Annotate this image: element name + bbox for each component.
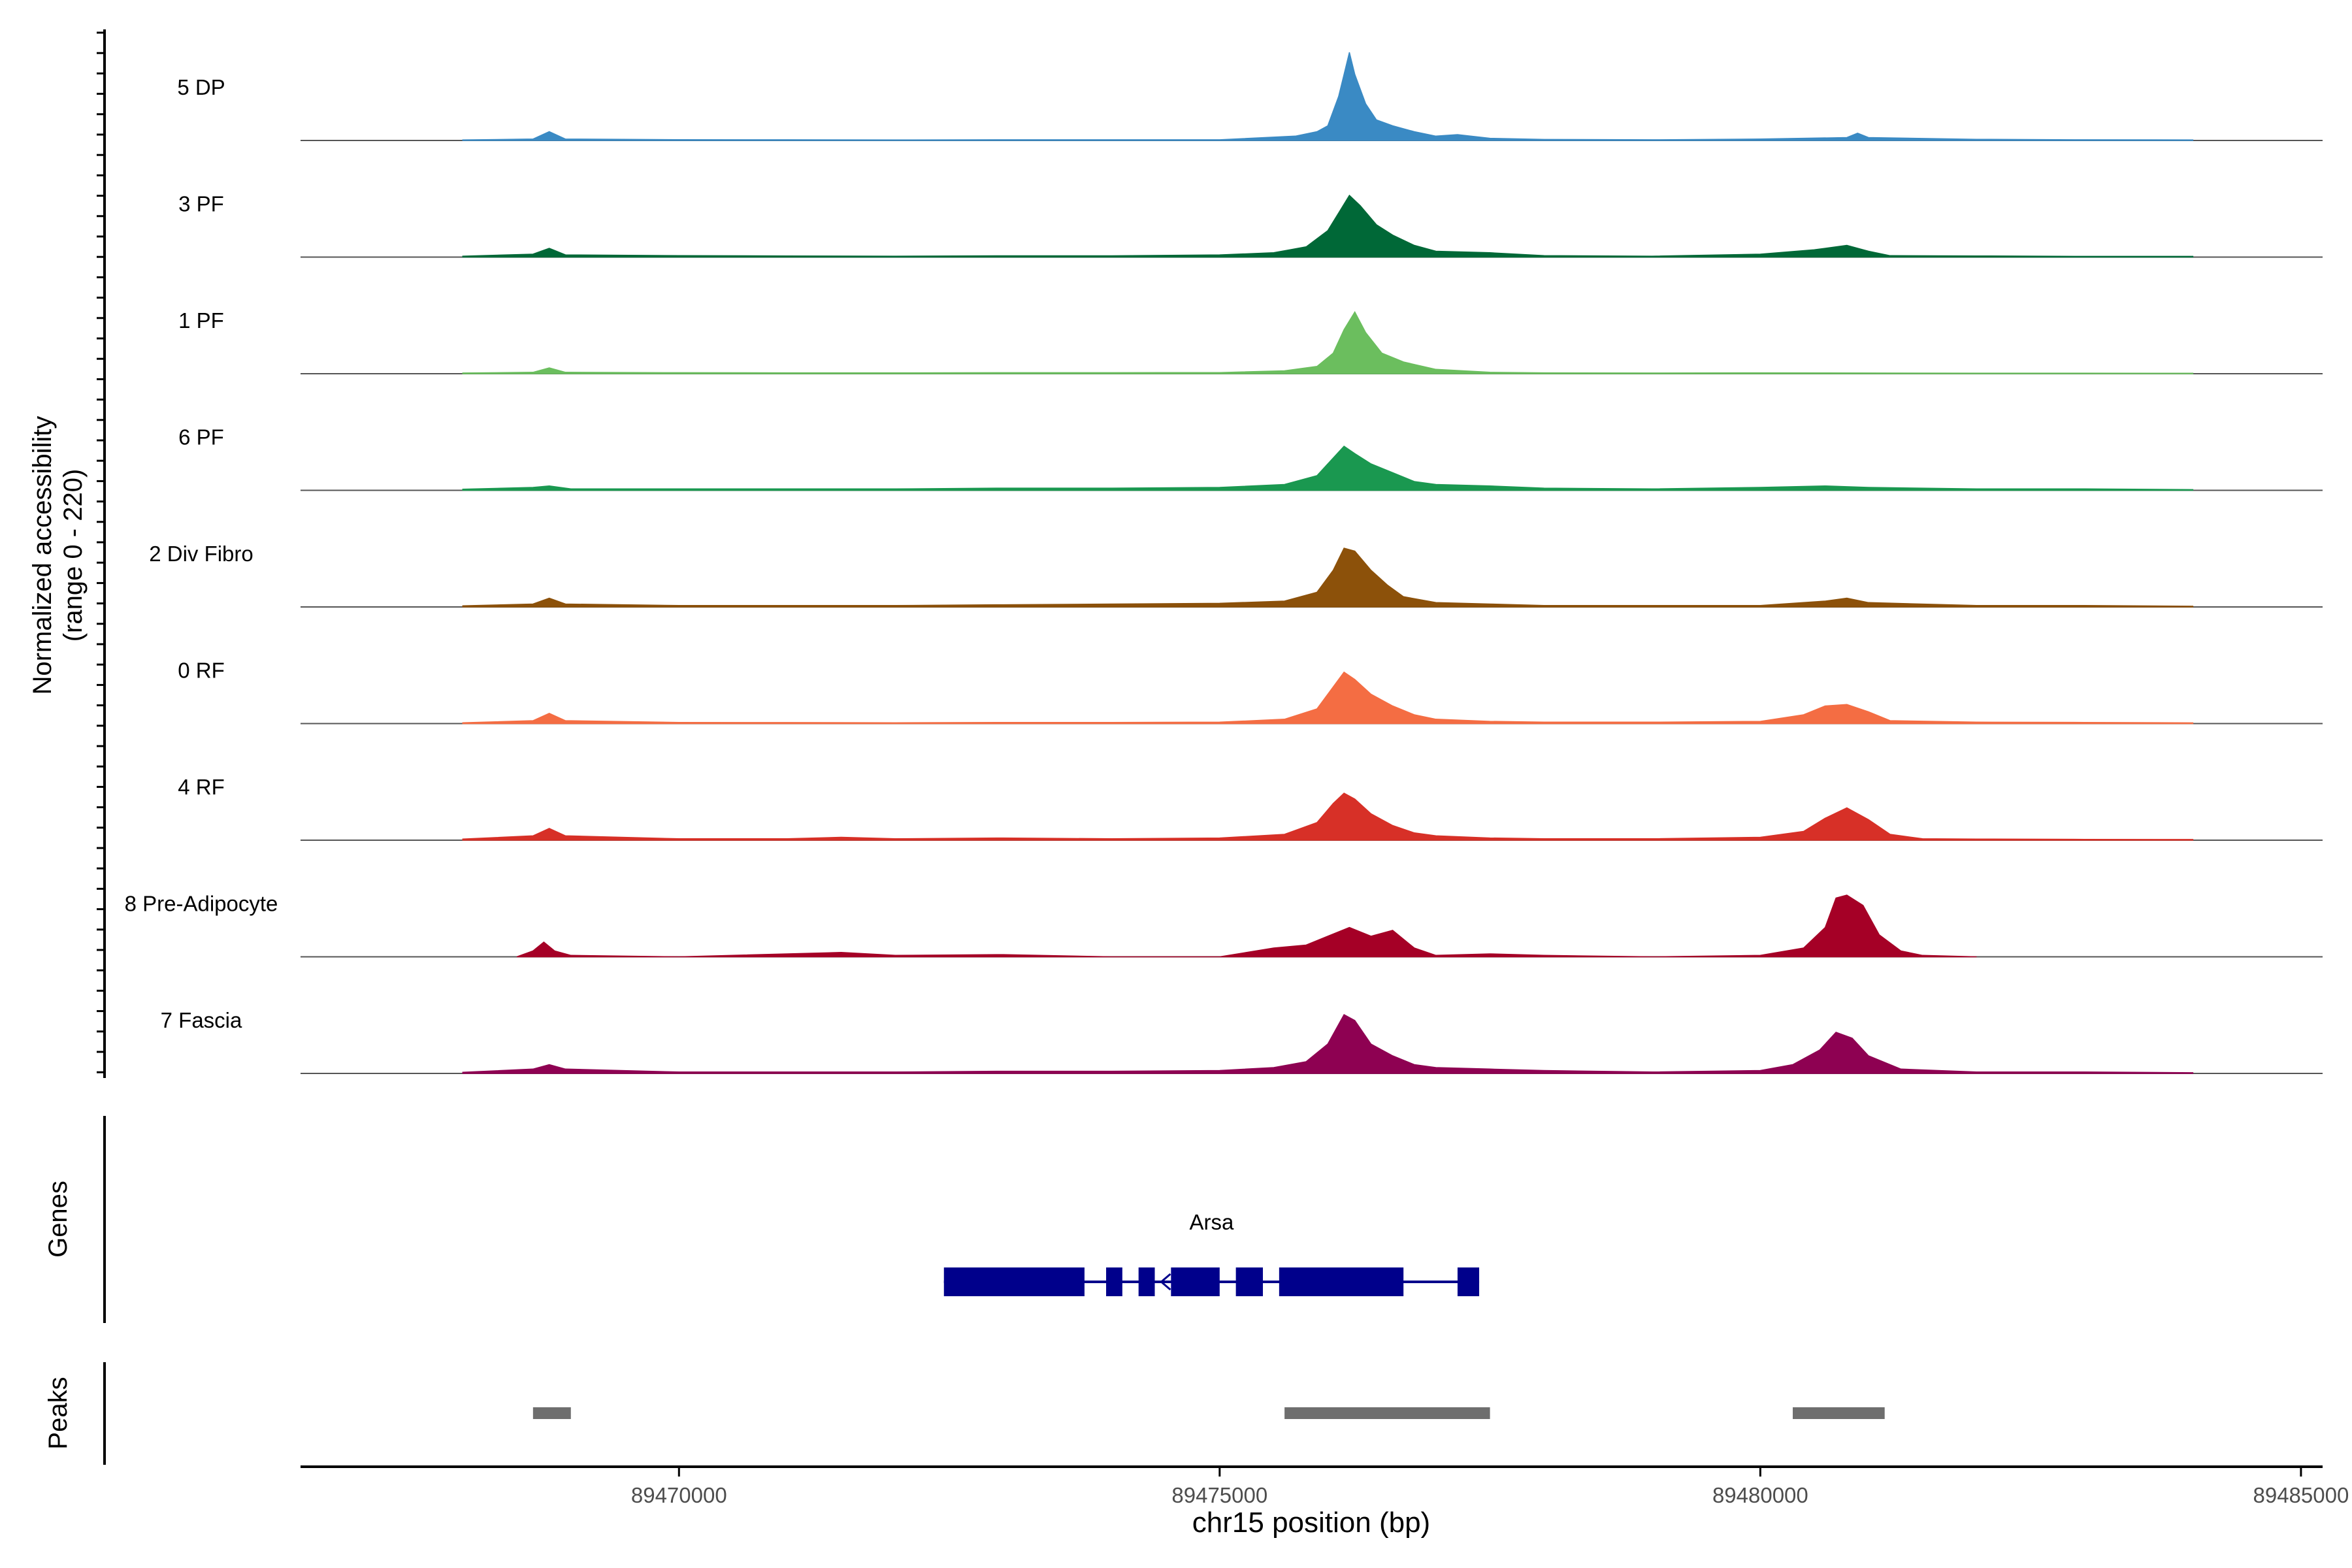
x-tick-label: 89470000 [631, 1483, 727, 1507]
track-5-dp: 5 DP [177, 52, 2323, 141]
track-area [462, 792, 2194, 841]
track-label: 1 PF [178, 308, 224, 333]
gene-strand-arrow [1160, 1273, 1171, 1291]
y-axis-label-line2: (range 0 - 220) [59, 469, 88, 642]
track-label: 2 Div Fibro [149, 542, 253, 566]
gene-exon [1171, 1267, 1220, 1296]
gene-exon [1106, 1267, 1122, 1296]
track-area [462, 194, 2194, 258]
gene-exon [1138, 1267, 1155, 1296]
track-label: 8 Pre-Adipocyte [125, 892, 278, 916]
x-axis-label: chr15 position (bp) [1192, 1507, 1430, 1539]
track-7-fascia: 7 Fascia [161, 1008, 2323, 1074]
gene-exon [943, 1267, 1085, 1296]
track-8-pre-adipocyte: 8 Pre-Adipocyte [125, 892, 2323, 958]
peak-bar [1793, 1407, 1885, 1419]
gene-model: Arsa [943, 1210, 1480, 1296]
x-axis-ticks: 89470000 89475000 89480000 89485000 [631, 1467, 2349, 1507]
peaks-label: Peaks [44, 1377, 73, 1449]
gene-name: Arsa [1189, 1210, 1234, 1234]
track-label: 7 Fascia [161, 1008, 242, 1032]
track-label: 5 DP [177, 75, 225, 99]
peak-bar [532, 1407, 571, 1419]
x-axis: 89470000 89475000 89480000 89485000 chr15 p… [301, 1465, 2349, 1539]
track-4-rf: 4 RF [178, 775, 2323, 841]
track-area [462, 310, 2194, 374]
x-tick-label: 89480000 [1712, 1483, 1808, 1507]
peak-bar [1284, 1407, 1490, 1419]
coverage-tracks: 5 DP 3 PF 1 PF 6 PF 2 Div Fibro 0 RF 4 RF 8 Pre… [125, 52, 2323, 1074]
x-tick-label: 89475000 [1171, 1483, 1267, 1507]
tracks-y-axis-ticks [97, 31, 105, 1073]
track-2-div-fibro: 2 Div Fibro [149, 542, 2323, 608]
peak-bars [532, 1407, 1885, 1419]
gene-exon [1279, 1267, 1404, 1296]
genes-label: Genes [44, 1181, 73, 1258]
gene-exon [1235, 1267, 1264, 1296]
track-label: 6 PF [178, 425, 224, 449]
y-axis-label-line1: Normalized accessibility [28, 416, 57, 695]
x-tick-label: 89485000 [2253, 1483, 2349, 1507]
track-0-rf: 0 RF [178, 659, 2323, 725]
track-3-pf: 3 PF [178, 192, 2323, 258]
track-1-pf: 1 PF [178, 308, 2323, 374]
peaks-panel: Peaks [44, 1362, 1885, 1465]
track-area [462, 547, 2194, 608]
track-area [462, 52, 2194, 141]
track-label: 3 PF [178, 192, 224, 216]
gene-exon [1457, 1267, 1480, 1296]
track-area [462, 1013, 2194, 1074]
track-area [462, 446, 2194, 491]
track-6-pf: 6 PF [178, 425, 2323, 491]
genes-panel: Genes Arsa [44, 1116, 1480, 1323]
track-label: 4 RF [178, 775, 225, 799]
track-area [462, 671, 2194, 725]
tracks-y-axis: Normalized accessibility (range 0 - 220) [28, 29, 106, 1078]
track-area [516, 894, 1977, 958]
track-label: 0 RF [178, 659, 225, 683]
